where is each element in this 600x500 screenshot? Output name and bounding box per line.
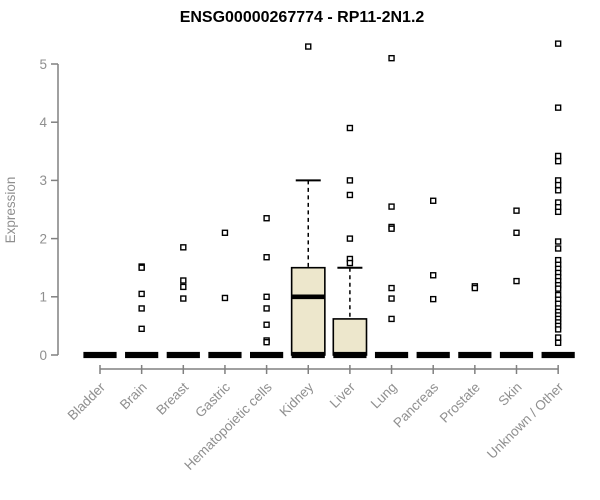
x-category-label: Lung bbox=[368, 380, 400, 412]
x-category-label: Brain bbox=[117, 380, 150, 413]
y-tick-label: 0 bbox=[39, 348, 47, 363]
y-tick-label: 2 bbox=[39, 231, 47, 246]
y-tick-label: 3 bbox=[39, 173, 47, 188]
x-category-label: Liver bbox=[327, 379, 359, 411]
outlier-point bbox=[554, 245, 562, 252]
outlier-point bbox=[513, 277, 520, 285]
outlier-point bbox=[138, 264, 145, 271]
outlier-point bbox=[554, 40, 562, 47]
y-tick-label: 4 bbox=[39, 115, 47, 130]
outlier-point bbox=[388, 315, 395, 323]
x-category-label: Unknown / Other bbox=[484, 379, 567, 462]
outlier-point bbox=[430, 295, 437, 303]
zero-bar bbox=[333, 351, 367, 359]
outlier-point bbox=[263, 254, 270, 261]
x-category-label: Kidney bbox=[277, 379, 317, 419]
x-category-label: Breast bbox=[153, 379, 191, 417]
x-category-label: Skin bbox=[495, 380, 524, 409]
zero-bar bbox=[458, 351, 492, 359]
x-category-label: Bladder bbox=[65, 379, 109, 423]
outlier-point bbox=[388, 54, 395, 62]
zero-bar bbox=[166, 351, 200, 359]
outlier-point bbox=[513, 229, 520, 236]
outlier-point bbox=[554, 157, 562, 165]
zero-bar bbox=[208, 351, 242, 359]
outlier-point bbox=[430, 197, 437, 204]
chart-title: ENSG00000267774 - RP11-2N1.2 bbox=[180, 9, 425, 26]
outlier-point bbox=[263, 305, 270, 312]
box-liver bbox=[332, 318, 368, 356]
outlier-point bbox=[180, 244, 187, 251]
outlier-point bbox=[346, 235, 354, 242]
outlier-point bbox=[554, 334, 562, 341]
outlier-point bbox=[554, 326, 562, 333]
outlier-point bbox=[388, 203, 395, 210]
outlier-point bbox=[388, 295, 395, 302]
zero-bar bbox=[291, 351, 325, 359]
zero-bar bbox=[374, 351, 409, 359]
zero-bar bbox=[541, 351, 575, 359]
zero-bar bbox=[125, 351, 159, 359]
outlier-point bbox=[180, 277, 187, 284]
outlier-point bbox=[554, 181, 562, 189]
outlier-point bbox=[471, 284, 479, 292]
outlier-point bbox=[554, 285, 562, 292]
outlier-point bbox=[513, 207, 520, 214]
outlier-point bbox=[346, 124, 354, 132]
y-axis-title: Expression bbox=[3, 177, 18, 244]
outlier-point bbox=[221, 294, 229, 302]
outlier-point bbox=[221, 229, 229, 236]
outlier-point bbox=[138, 305, 145, 312]
outlier-point bbox=[138, 325, 145, 333]
outlier-point bbox=[554, 238, 562, 245]
outlier-point bbox=[305, 43, 312, 50]
outlier-point bbox=[430, 272, 437, 279]
outlier-point bbox=[554, 339, 562, 346]
x-category-label: Pancreas bbox=[390, 379, 441, 430]
outlier-point bbox=[263, 321, 270, 328]
x-category-label: Gastric bbox=[192, 379, 233, 420]
outlier-point bbox=[388, 284, 395, 292]
zero-bar bbox=[416, 351, 450, 359]
box-kidney bbox=[290, 266, 326, 356]
outlier-point bbox=[554, 187, 562, 194]
outlier-point bbox=[180, 283, 187, 291]
outlier-point bbox=[263, 338, 270, 346]
outlier-point bbox=[388, 225, 395, 232]
outlier-point bbox=[180, 295, 187, 302]
outlier-point bbox=[346, 177, 354, 184]
outlier-point bbox=[346, 259, 354, 267]
outlier-point bbox=[554, 208, 562, 216]
outlier-point bbox=[263, 215, 270, 222]
zero-bar bbox=[250, 351, 284, 359]
outlier-point bbox=[554, 104, 562, 111]
y-tick-label: 5 bbox=[39, 57, 47, 72]
zero-bar bbox=[83, 351, 117, 359]
outlier-point bbox=[554, 152, 562, 160]
x-category-label: Prostate bbox=[437, 380, 483, 426]
outlier-point bbox=[263, 293, 270, 300]
outlier-point bbox=[138, 290, 145, 298]
zero-bar bbox=[499, 351, 534, 359]
outlier-point bbox=[346, 191, 354, 199]
y-tick-label: 1 bbox=[39, 290, 47, 305]
